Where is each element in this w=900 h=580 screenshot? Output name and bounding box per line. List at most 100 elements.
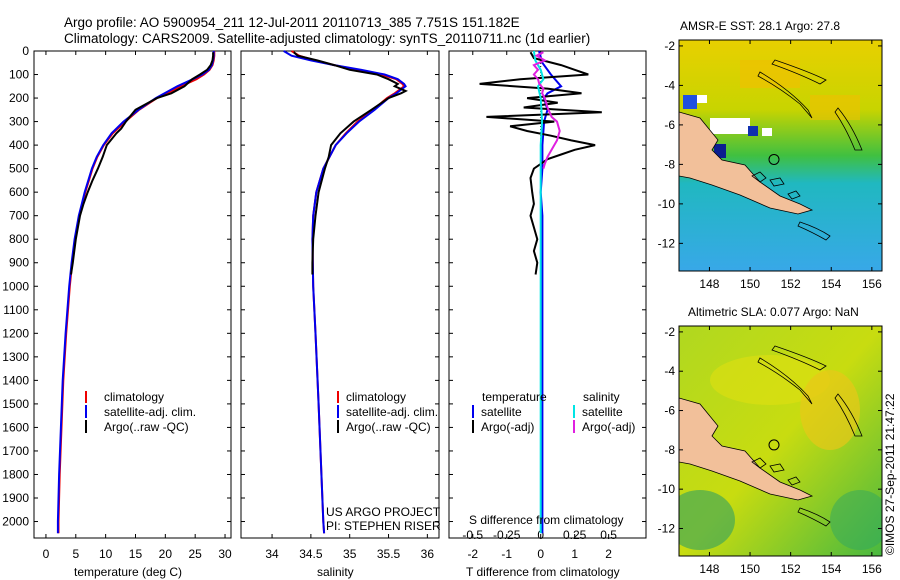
land-new-guinea bbox=[679, 397, 814, 501]
difference-lines bbox=[479, 50, 602, 534]
x-tick-label: 34 bbox=[265, 547, 279, 561]
x-tick-label: 36 bbox=[421, 547, 435, 561]
depth-tick-label: 1100 bbox=[3, 303, 29, 317]
depth-tick-label: 1600 bbox=[2, 420, 29, 434]
depth-tick-label: 600 bbox=[9, 185, 29, 199]
depth-tick-label: 500 bbox=[9, 162, 29, 176]
legend-label: Argo(..raw -QC) bbox=[104, 420, 189, 434]
series-line-argo-raw-qc- bbox=[70, 52, 215, 275]
legend-label: satellite bbox=[481, 405, 522, 419]
x-tick-label: 20 bbox=[159, 547, 173, 561]
salinity-panel: 34 34.5 35 35.5 36 salinity climatology sate… bbox=[240, 50, 441, 579]
coast-islands bbox=[797, 221, 831, 241]
land-new-guinea bbox=[679, 111, 814, 215]
salinity-plot-frame bbox=[240, 50, 440, 539]
sst-map-title: AMSR-E SST: 28.1 Argo: 27.8 bbox=[680, 19, 840, 33]
sst-pixel bbox=[697, 95, 707, 103]
lon-tick-label: 150 bbox=[740, 562, 760, 576]
depth-tick-label: 900 bbox=[9, 256, 29, 270]
series-line-salinity-satellite bbox=[532, 50, 545, 534]
temperature-panel: 0100200300400500600700800900100011001200… bbox=[2, 44, 232, 579]
sla-map-frame bbox=[678, 325, 883, 557]
x-tick-label: 35.5 bbox=[377, 547, 401, 561]
x-tick-label: 25 bbox=[189, 547, 203, 561]
x-tick-label: 35 bbox=[343, 547, 357, 561]
sst-warm-patch bbox=[740, 60, 800, 88]
legend-label: Argo(-adj) bbox=[481, 420, 534, 434]
salinity-y-ticks bbox=[241, 50, 439, 523]
x-tick-label: 0 bbox=[43, 547, 50, 561]
sst-nodata bbox=[710, 118, 750, 134]
sst-warm-patch bbox=[810, 95, 860, 120]
lat-tick-label: -2 bbox=[664, 325, 675, 339]
coast-small-islands bbox=[751, 457, 801, 486]
salinity-xlabel: salinity bbox=[317, 565, 354, 579]
difference-y-ticks bbox=[449, 50, 646, 523]
series-line-salinity-argo-adj- bbox=[532, 51, 561, 169]
x-tick-label: 2 bbox=[605, 547, 612, 561]
argo-location-marker bbox=[768, 439, 780, 451]
depth-tick-label: 200 bbox=[9, 91, 29, 105]
series-line-temperature-argo-adj- bbox=[479, 51, 602, 275]
temperature-x-axis: 0 5 10 15 20 25 30 bbox=[43, 51, 232, 561]
lon-tick-label: 148 bbox=[699, 562, 719, 576]
x-tick-label: 10 bbox=[99, 547, 113, 561]
depth-tick-label: 1400 bbox=[2, 373, 29, 387]
x-tick-label: 15 bbox=[129, 547, 143, 561]
lat-tick-label: -10 bbox=[658, 197, 676, 211]
lon-tick-label: 152 bbox=[781, 277, 801, 291]
depth-tick-label: 2000 bbox=[2, 515, 29, 529]
s-tick-label: 0.25 bbox=[563, 528, 587, 542]
sst-pixel bbox=[748, 126, 758, 136]
depth-axis: 0 100 200 300 400 500 600 700 800 900 1000 1100 1200… bbox=[2, 44, 231, 529]
sla-low bbox=[830, 490, 882, 550]
sla-high bbox=[800, 370, 860, 450]
temperature-legend: climatology satellite-adj. clim. Argo(..… bbox=[85, 390, 196, 434]
s-tick-label: 0.5 bbox=[600, 528, 617, 542]
salinity-x-axis: 34 34.5 35 35.5 36 bbox=[265, 51, 434, 561]
lat-tick-label: -8 bbox=[664, 157, 675, 171]
legend-group-temperature: temperature bbox=[482, 390, 547, 404]
coast-new-ireland bbox=[771, 345, 827, 371]
sst-pixel bbox=[762, 128, 772, 136]
difference-xlabel-t: T difference from climatology bbox=[466, 565, 620, 579]
s-tick-label: -0.5 bbox=[462, 528, 483, 542]
depth-tick-label: 1500 bbox=[2, 397, 29, 411]
x-tick-label: -2 bbox=[467, 547, 478, 561]
legend-label: satellite-adj. clim. bbox=[104, 405, 196, 419]
series-line-satellite-adj-clim- bbox=[56, 51, 215, 534]
series-line-argo-raw-qc- bbox=[293, 51, 408, 275]
lat-tick-label: -2 bbox=[664, 39, 675, 53]
depth-tick-label: 1700 bbox=[2, 444, 29, 458]
legend-label: satellite-adj. clim. bbox=[346, 405, 438, 419]
depth-tick-label: 400 bbox=[9, 138, 29, 152]
s-tick-label: 0 bbox=[537, 528, 544, 542]
lon-tick-label: 152 bbox=[781, 562, 801, 576]
series-line-climatology bbox=[57, 51, 216, 534]
sla-low bbox=[679, 490, 735, 550]
difference-x-axis: -2 -1 0 1 2 -0.5 -0.25 0 0.25 0.5 bbox=[462, 51, 617, 561]
lat-tick-label: -4 bbox=[664, 78, 675, 92]
salinity-legend: climatology satellite-adj. clim. Argo(..… bbox=[337, 390, 438, 434]
coast-bougainville bbox=[834, 107, 863, 151]
legend-label: climatology bbox=[104, 390, 164, 404]
lon-tick-label: 154 bbox=[821, 277, 841, 291]
difference-legend: temperature salinity satellite Argo(-adj… bbox=[472, 390, 635, 434]
x-tick-label: 0 bbox=[537, 547, 544, 561]
x-tick-label: 5 bbox=[72, 547, 79, 561]
lat-tick-label: -8 bbox=[664, 443, 675, 457]
legend-group-salinity: salinity bbox=[583, 390, 620, 404]
depth-tick-label: 1000 bbox=[2, 279, 29, 293]
sst-map: AMSR-E SST: 28.1 Argo: 27.8 148 150 152 154… bbox=[658, 19, 883, 291]
lat-tick-label: -12 bbox=[658, 521, 676, 535]
lon-tick-label: 156 bbox=[862, 277, 882, 291]
x-tick-label: 30 bbox=[218, 547, 232, 561]
sst-map-frame bbox=[678, 39, 883, 272]
lat-tick-label: -6 bbox=[664, 404, 675, 418]
difference-plot-frame bbox=[448, 50, 647, 539]
lon-tick-label: 148 bbox=[699, 277, 719, 291]
lon-tick-label: 150 bbox=[740, 277, 760, 291]
coast-new-ireland bbox=[771, 59, 827, 85]
sla-map-title: Altimetric SLA: 0.077 Argo: NaN bbox=[688, 305, 859, 319]
